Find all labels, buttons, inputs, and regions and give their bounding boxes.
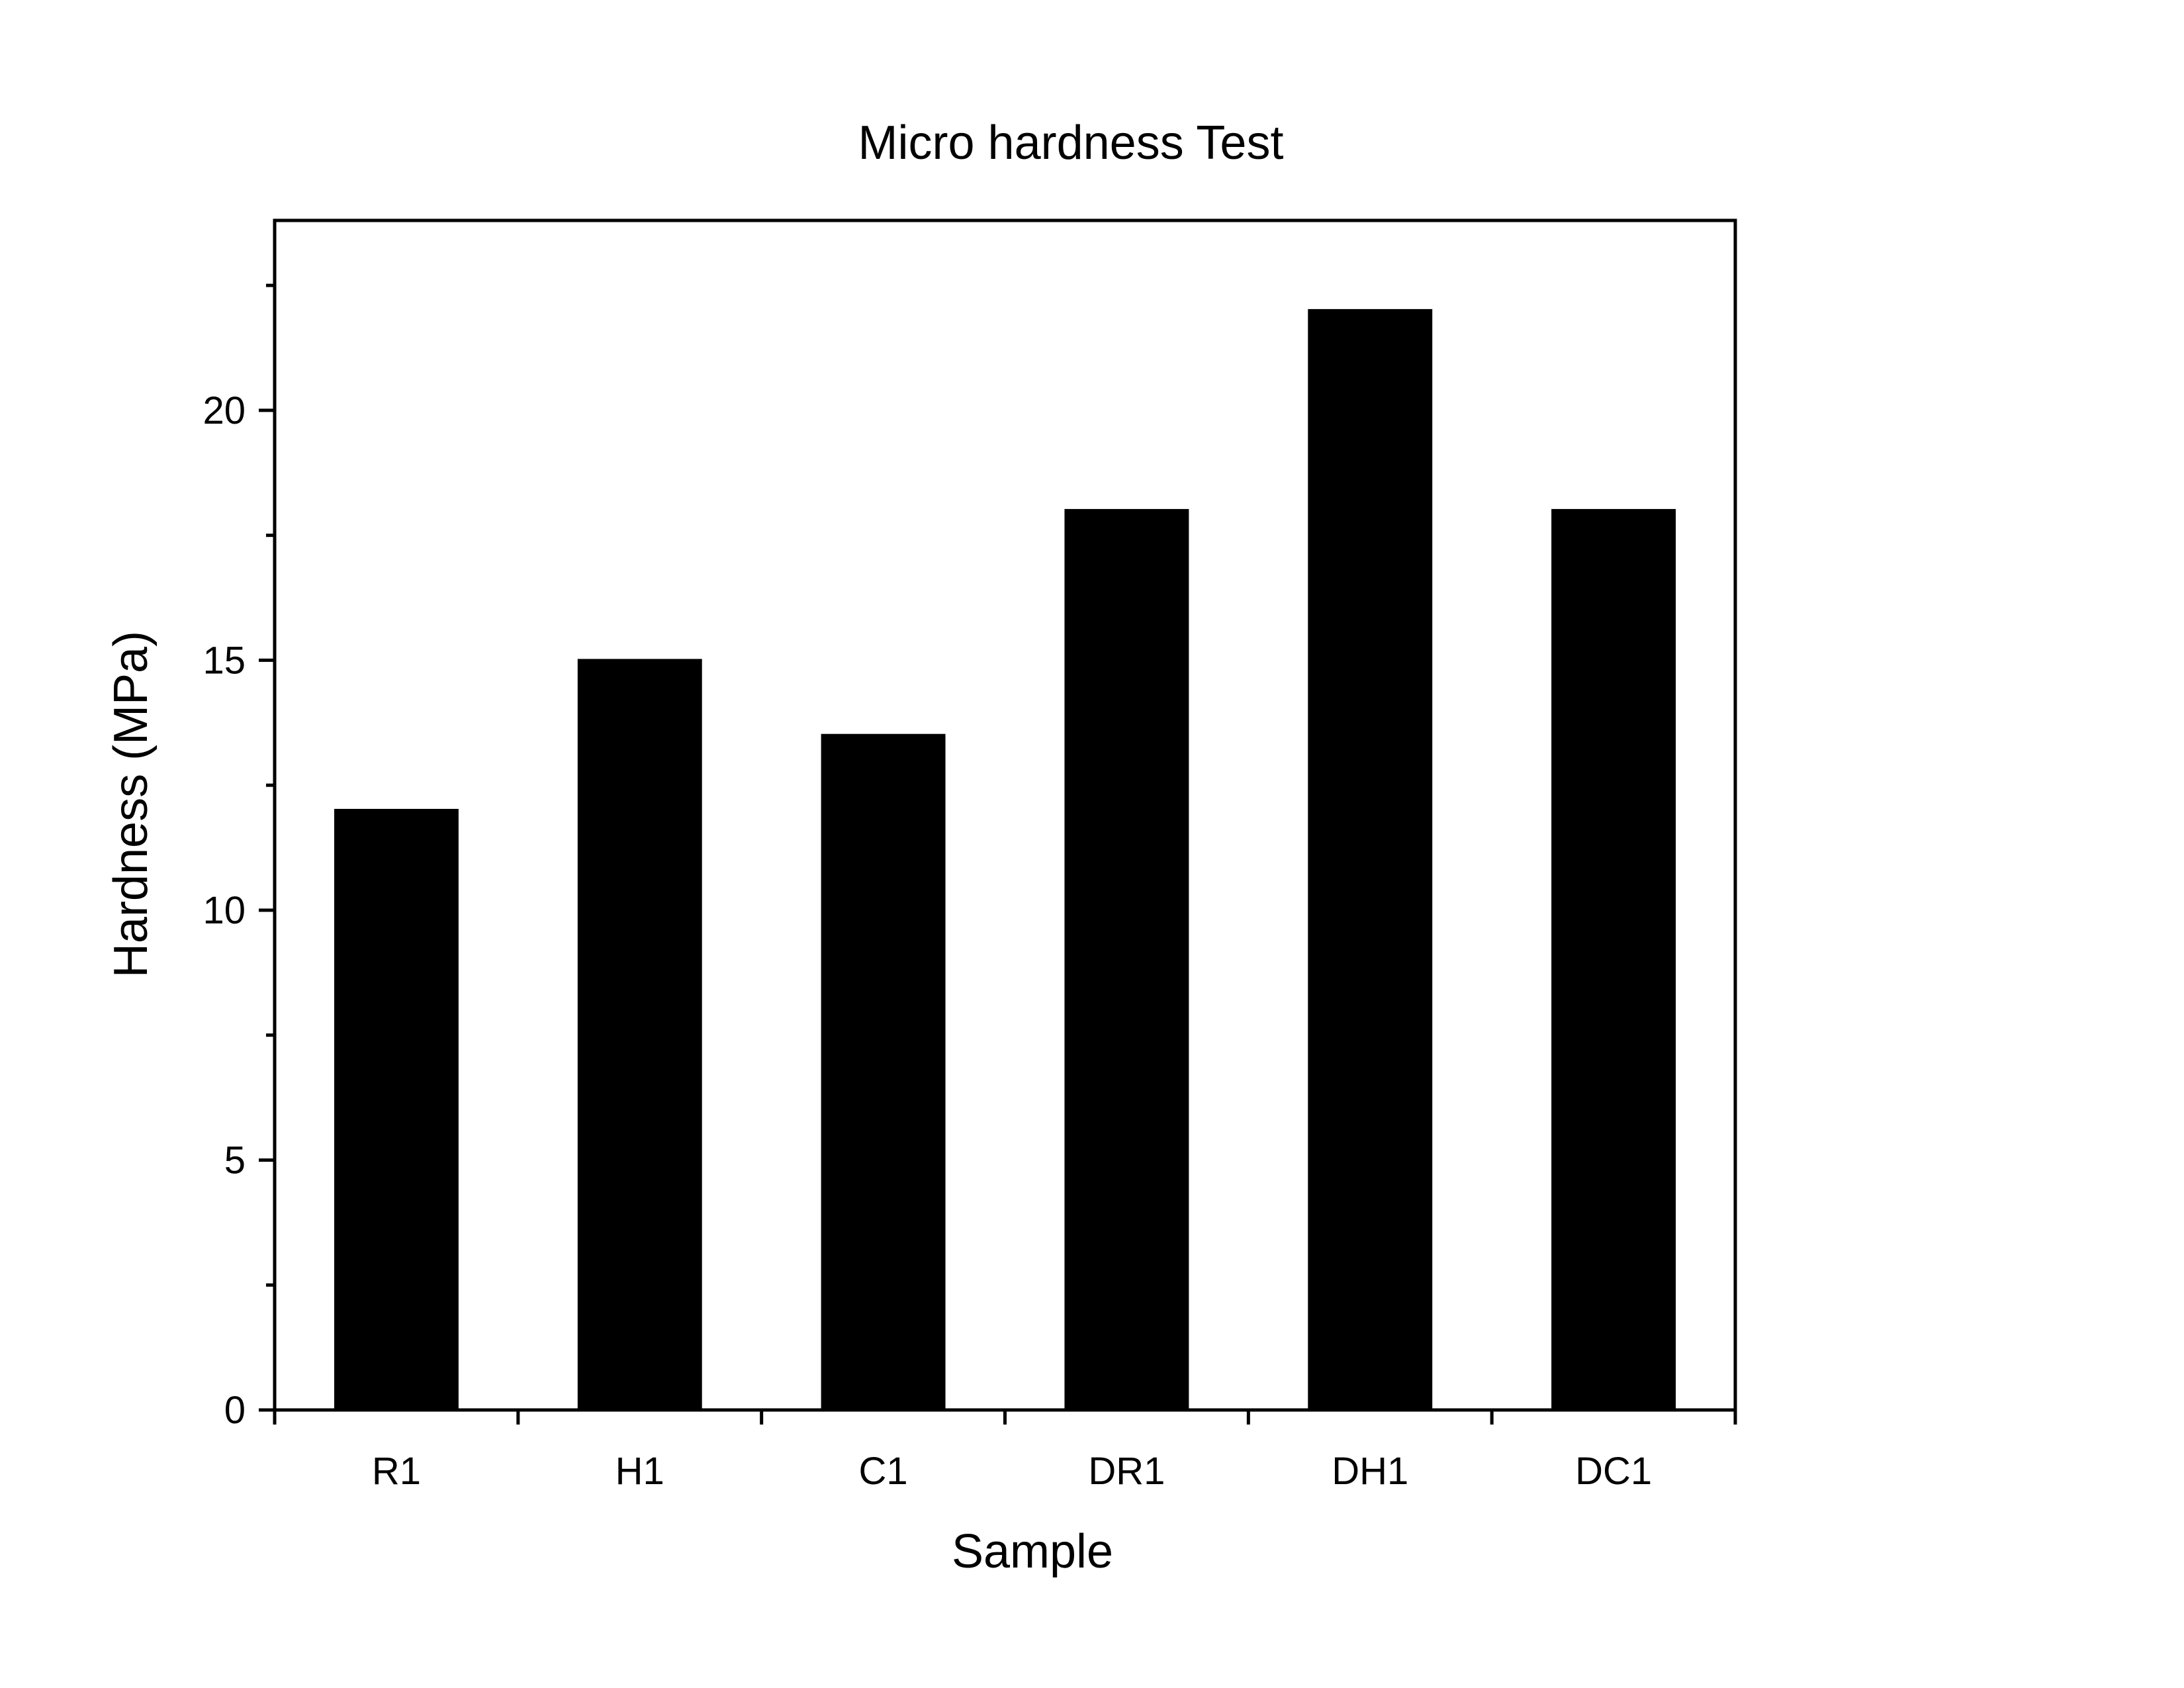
- y-tick-label: 20: [203, 389, 246, 432]
- y-tick-label: 15: [203, 639, 246, 682]
- x-tick-label-dc1: DC1: [1575, 1450, 1652, 1493]
- bars: [334, 308, 1676, 1412]
- y-tick-label: 0: [224, 1389, 246, 1432]
- y-axis: 0 5 10 15 20: [203, 283, 275, 1432]
- x-axis-title: Sample: [952, 1525, 1113, 1578]
- bar-h1: [577, 659, 702, 1411]
- bar-dc1: [1551, 508, 1676, 1412]
- x-tick-label-c1: C1: [859, 1450, 908, 1493]
- plot-frame: [273, 218, 1737, 1412]
- chart-title: Micro hardness Test: [858, 117, 1284, 169]
- bar-dr1: [1064, 508, 1189, 1412]
- bar-c1: [821, 733, 946, 1411]
- bar-dh1: [1308, 308, 1433, 1411]
- x-tick-label-dr1: DR1: [1088, 1450, 1165, 1493]
- y-axis-title: Hardness (MPa): [105, 631, 158, 978]
- bar-r1: [334, 808, 459, 1411]
- x-tick-label-h1: H1: [615, 1450, 664, 1493]
- x-tick-label-dh1: DH1: [1332, 1450, 1408, 1493]
- y-tick-label: 10: [203, 889, 246, 932]
- x-axis: R1 H1 C1 DR1 DH1 DC1: [273, 1410, 1737, 1493]
- x-tick-label-r1: R1: [372, 1450, 421, 1493]
- y-tick-label: 5: [224, 1139, 246, 1182]
